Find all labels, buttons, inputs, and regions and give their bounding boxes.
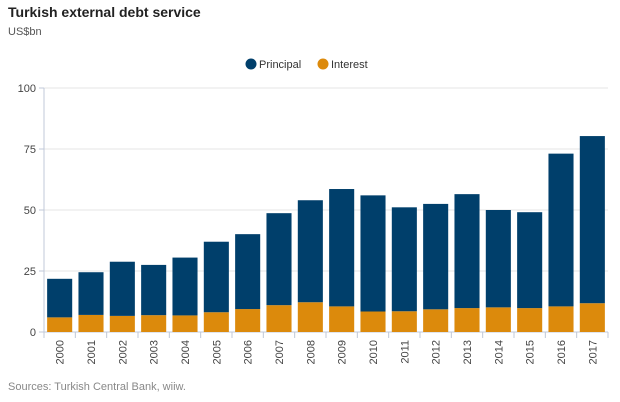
x-tick-label: 2015 — [525, 340, 537, 364]
x-tick-label: 2009 — [337, 340, 349, 364]
x-tick-label: 2013 — [462, 340, 474, 364]
x-tick-label: 2011 — [399, 340, 411, 364]
bar-principal-2014 — [485, 210, 511, 308]
x-tick-label: 2002 — [117, 340, 129, 364]
x-tick-label: 2008 — [305, 340, 317, 364]
bar-interest-2005 — [203, 312, 229, 332]
bar-interest-2006 — [235, 309, 261, 332]
bar-interest-2000 — [47, 317, 73, 332]
bar-interest-2008 — [297, 302, 323, 332]
bar-principal-2016 — [548, 153, 574, 307]
x-tick-label: 2004 — [180, 340, 192, 364]
y-tick-label: 25 — [24, 266, 36, 278]
bar-interest-2007 — [266, 305, 292, 332]
bar-interest-2004 — [172, 315, 198, 332]
bar-principal-2009 — [329, 189, 355, 307]
bar-interest-2016 — [548, 306, 574, 332]
bar-interest-2009 — [329, 306, 355, 332]
x-tick-label: 2010 — [368, 340, 380, 364]
x-tick-label: 2014 — [493, 340, 505, 364]
bar-principal-2000 — [47, 278, 73, 318]
bar-principal-2008 — [297, 200, 323, 303]
bar-principal-2013 — [454, 194, 480, 309]
legend-label-principal: Principal — [259, 59, 301, 71]
bar-principal-2004 — [172, 257, 198, 316]
y-tick-label: 100 — [18, 83, 36, 95]
bar-interest-2014 — [485, 307, 511, 332]
legend-marker-principal — [245, 58, 257, 70]
x-tick-label: 2001 — [86, 340, 98, 364]
bar-principal-2010 — [360, 195, 386, 312]
bar-principal-2003 — [141, 264, 167, 316]
chart-title: Turkish external debt service — [8, 4, 201, 20]
chart-unit-label: US$bn — [8, 26, 42, 38]
y-tick-label: 0 — [30, 327, 36, 339]
bar-principal-2006 — [235, 234, 261, 310]
bar-principal-2012 — [423, 203, 449, 310]
bar-interest-2010 — [360, 311, 386, 332]
x-tick-label: 2017 — [587, 340, 599, 364]
x-tick-label: 2016 — [556, 340, 568, 364]
x-tick-label: 2012 — [431, 340, 443, 364]
bar-interest-2011 — [391, 311, 417, 332]
x-tick-label: 2003 — [149, 340, 161, 364]
bar-interest-2013 — [454, 308, 480, 332]
bars — [47, 136, 605, 332]
x-tick-label: 2000 — [55, 340, 67, 364]
bar-interest-2015 — [517, 308, 543, 332]
bar-interest-2017 — [579, 303, 605, 332]
gridlines — [44, 87, 608, 272]
bar-interest-2003 — [141, 315, 167, 332]
x-tick-label: 2007 — [274, 340, 286, 364]
source-note: Sources: Turkish Central Bank, wiiw. — [8, 381, 186, 393]
bar-principal-2015 — [517, 212, 543, 309]
x-tick-label: 2006 — [243, 340, 255, 364]
legend: Principal Interest — [245, 58, 368, 71]
bar-interest-2012 — [423, 309, 449, 332]
axes: 0 25 50 75 100 2000 2001 2002 2003 2004 2005 2006 20… — [18, 83, 609, 364]
bar-principal-2007 — [266, 213, 292, 306]
y-tick-label: 50 — [24, 205, 36, 217]
bar-principal-2001 — [78, 272, 104, 315]
bar-principal-2017 — [579, 136, 605, 304]
bar-principal-2002 — [109, 261, 135, 316]
bar-principal-2005 — [203, 241, 229, 313]
bar-principal-2011 — [391, 207, 417, 312]
y-tick-label: 75 — [24, 144, 36, 156]
legend-marker-interest — [317, 58, 329, 70]
bar-interest-2002 — [109, 315, 135, 332]
x-tick-label: 2005 — [211, 340, 223, 364]
bar-interest-2001 — [78, 314, 104, 332]
legend-label-interest: Interest — [331, 59, 368, 71]
